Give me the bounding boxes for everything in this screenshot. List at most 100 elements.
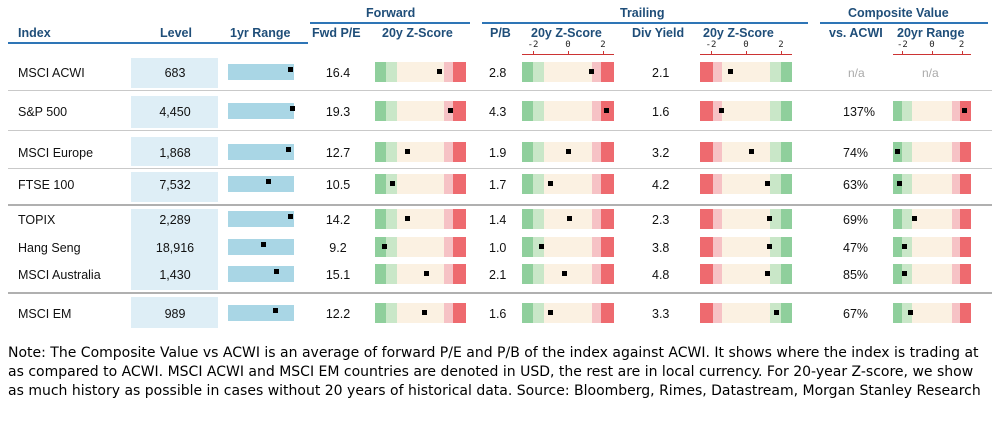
z-band [780,264,792,284]
fwd-z-marker [389,181,395,186]
col-comp-range-header: 20yr Range [897,26,965,40]
z-band [375,237,386,257]
axis-tick-label: -2 [896,40,908,50]
axis-tick [746,51,747,55]
axis-tick [780,51,782,55]
pb-z-marker [588,69,594,74]
group-forward-line [310,22,470,24]
z-band [952,303,961,323]
div-z-marker [764,271,770,276]
vs-acwi-value: 63% [843,178,869,192]
axis-tick [602,51,604,55]
div-z-marker [728,69,734,74]
level-cell-bg [131,297,218,328]
axis-tick-label: 2 [958,40,965,50]
z-band [396,62,445,82]
pb-z-marker [565,149,571,154]
div-yield-value: 3.2 [652,146,670,160]
fwd-z-marker [404,216,410,221]
pb-z-bar [522,62,614,82]
col-range-header: 1yr Range [230,26,291,40]
z-band [780,174,792,194]
z-band [385,237,397,257]
comp-z-marker [962,108,967,113]
z-band [385,209,397,229]
z-band [544,101,592,121]
range-marker [273,269,279,274]
fwd-z-bar [375,62,466,82]
pb-z-bar [522,264,614,284]
comp-z-bar [893,142,971,162]
pb-z-axis: -2 0 2 [522,40,614,55]
group-trailing-header: Trailing [620,6,665,20]
z-band [780,142,792,162]
header-underline-left [8,42,308,44]
col-pb-z-header: 20y Z-Score [531,26,602,40]
z-band [544,264,592,284]
z-band [375,264,386,284]
comp-z-axis: -2 0 2 [893,40,971,55]
col-fwd-pe-header: Fwd P/E [312,26,361,40]
valuation-table: Forward Trailing Composite Value Index L… [8,6,992,328]
z-band [722,62,770,82]
z-band [911,209,953,229]
axis-tick [961,51,963,55]
z-band [453,174,466,194]
z-band [375,142,386,162]
z-band [444,303,454,323]
footnote: Note: The Composite Value vs ACWI is an … [8,345,981,399]
z-band [533,209,545,229]
fwd-z-bar [375,142,466,162]
pb-z-bar [522,101,614,121]
z-band [769,174,781,194]
pb-z-marker [561,271,567,276]
range-marker [272,308,278,313]
range-bar [228,266,294,282]
z-band [396,237,445,257]
comp-z-marker [901,244,907,249]
z-band [533,303,545,323]
z-band [544,237,592,257]
range-bar [228,239,294,255]
z-band [444,174,454,194]
div-yield-value: 3.3 [652,307,670,321]
z-band [453,101,466,121]
fwd-pe-value: 9.2 [329,241,347,255]
z-band [780,101,792,121]
z-band [780,237,792,257]
z-band [712,62,723,82]
level-cell-bg [131,172,218,202]
z-band [385,303,397,323]
col-level-header: Level [160,26,192,40]
div-yield-value: 4.8 [652,268,670,282]
z-band [960,209,971,229]
comp-z-bar [893,101,971,121]
div-z-bar [700,142,792,162]
z-band [911,142,953,162]
range-marker [261,242,267,247]
z-band [396,101,445,121]
z-band [375,303,386,323]
z-band [522,142,534,162]
fwd-z-marker [423,271,429,276]
div-z-marker [764,181,770,186]
fwd-z-marker [421,310,427,315]
range-bar [228,103,294,119]
level-value: 989 [164,307,186,321]
pb-z-bar [522,174,614,194]
z-band [960,174,971,194]
comp-z-marker [901,271,907,276]
level-cell-bg [131,96,218,128]
z-band [769,209,781,229]
col-vs-acwi-header: vs. ACWI [829,26,883,40]
z-band [700,142,713,162]
z-band [601,174,614,194]
z-band [902,142,912,162]
z-band [522,209,534,229]
z-band [722,101,770,121]
range-marker [287,67,293,72]
level-value: 683 [164,66,186,80]
z-band [601,142,614,162]
range-bar [228,176,294,192]
row-separator [8,168,992,169]
